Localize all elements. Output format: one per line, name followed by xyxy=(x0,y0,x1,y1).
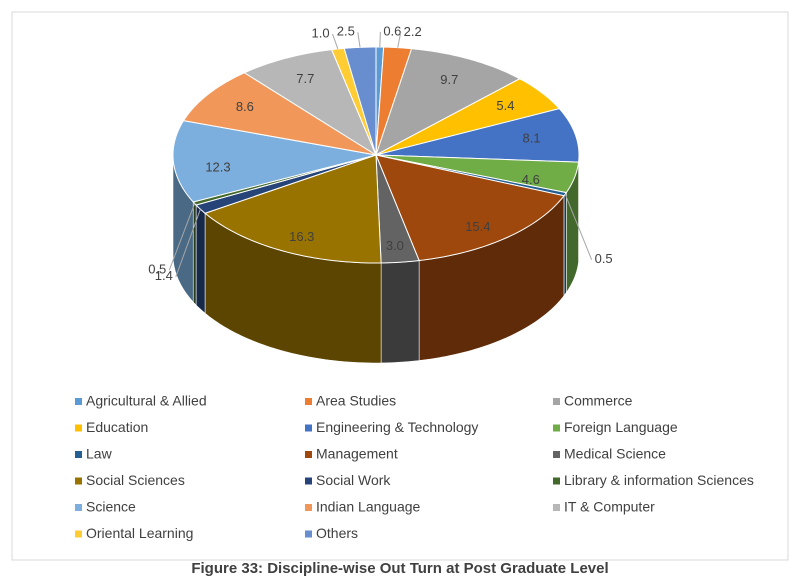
data-label: 2.2 xyxy=(404,24,422,39)
legend-swatch xyxy=(553,477,560,485)
legend-label: Area Studies xyxy=(316,393,396,409)
pie-side xyxy=(380,260,420,364)
legend-swatch xyxy=(75,504,82,511)
pie-slice xyxy=(375,108,580,163)
pie-slice xyxy=(375,154,420,264)
legend-swatch xyxy=(305,424,312,432)
data-label: 0.6 xyxy=(383,23,401,38)
legend-label: Oriental Learning xyxy=(86,525,193,541)
legend-label: Indian Language xyxy=(316,499,421,515)
legend-swatch xyxy=(75,398,82,405)
leader-line xyxy=(397,32,402,48)
legend-label: Library & information Sciences xyxy=(564,472,754,488)
data-label: 9.7 xyxy=(440,72,458,87)
leader-line xyxy=(357,32,361,48)
legend-swatch xyxy=(305,504,312,511)
pie-side xyxy=(195,204,206,314)
data-label: 5.4 xyxy=(496,98,514,113)
data-label: 0.5 xyxy=(148,262,166,277)
pie-side xyxy=(192,201,197,306)
leader-line xyxy=(379,31,381,48)
pie-slice xyxy=(182,72,377,156)
chart-title: Figure 33: Discipline-wise Out Turn at P… xyxy=(191,560,608,577)
data-label: 8.6 xyxy=(236,99,254,114)
data-label: 3.0 xyxy=(386,238,404,253)
legend-label: Foreign Language xyxy=(564,419,678,435)
pie-slice xyxy=(172,120,377,203)
pie-slice xyxy=(375,48,521,157)
legend-swatch xyxy=(305,398,312,405)
legend-swatch xyxy=(305,477,312,485)
legend-label: Engineering & Technology xyxy=(316,419,478,435)
leader-line xyxy=(564,194,593,260)
data-label: 4.6 xyxy=(522,172,540,187)
pie-slice xyxy=(375,78,561,156)
legend-label: Commerce xyxy=(564,393,633,409)
leader-line xyxy=(175,209,201,277)
leader-line xyxy=(332,33,339,50)
legend-swatch xyxy=(75,424,82,432)
legend-label: Law xyxy=(86,446,113,462)
data-label: 16.3 xyxy=(289,229,314,244)
data-label: 15.4 xyxy=(465,219,490,234)
legend-label: Science xyxy=(86,499,136,515)
data-label: 1.0 xyxy=(312,26,330,41)
legend-label: Social Work xyxy=(316,472,391,488)
data-label: 0.5 xyxy=(595,251,613,266)
pie-slice xyxy=(243,49,378,157)
data-label: 2.5 xyxy=(337,24,355,39)
data-label: 12.3 xyxy=(205,160,230,175)
pie-slice xyxy=(375,154,580,194)
legend-label: Others xyxy=(316,525,358,541)
legend-swatch xyxy=(553,504,560,511)
data-label: 7.7 xyxy=(296,71,314,86)
legend-label: Agricultural & Allied xyxy=(86,393,207,409)
data-label: 8.1 xyxy=(522,131,540,146)
pie-slice xyxy=(375,154,565,262)
legend-swatch xyxy=(553,398,560,405)
legend-swatch xyxy=(305,530,312,538)
legend-swatch xyxy=(75,451,82,458)
legend-label: Medical Science xyxy=(564,446,666,462)
legend-swatch xyxy=(305,451,312,458)
legend-swatch xyxy=(75,477,82,485)
pie-side xyxy=(563,191,567,297)
leader-line xyxy=(168,203,196,271)
legend-swatch xyxy=(553,424,560,432)
legend-label: Education xyxy=(86,419,148,435)
legend-swatch xyxy=(553,451,560,458)
legend-label: Social Sciences xyxy=(86,472,185,488)
pie-slice xyxy=(204,154,382,264)
data-label: 1.4 xyxy=(155,268,173,283)
legend-label: Management xyxy=(316,446,398,462)
legend-swatch xyxy=(75,530,82,538)
legend-label: IT & Computer xyxy=(564,499,655,515)
